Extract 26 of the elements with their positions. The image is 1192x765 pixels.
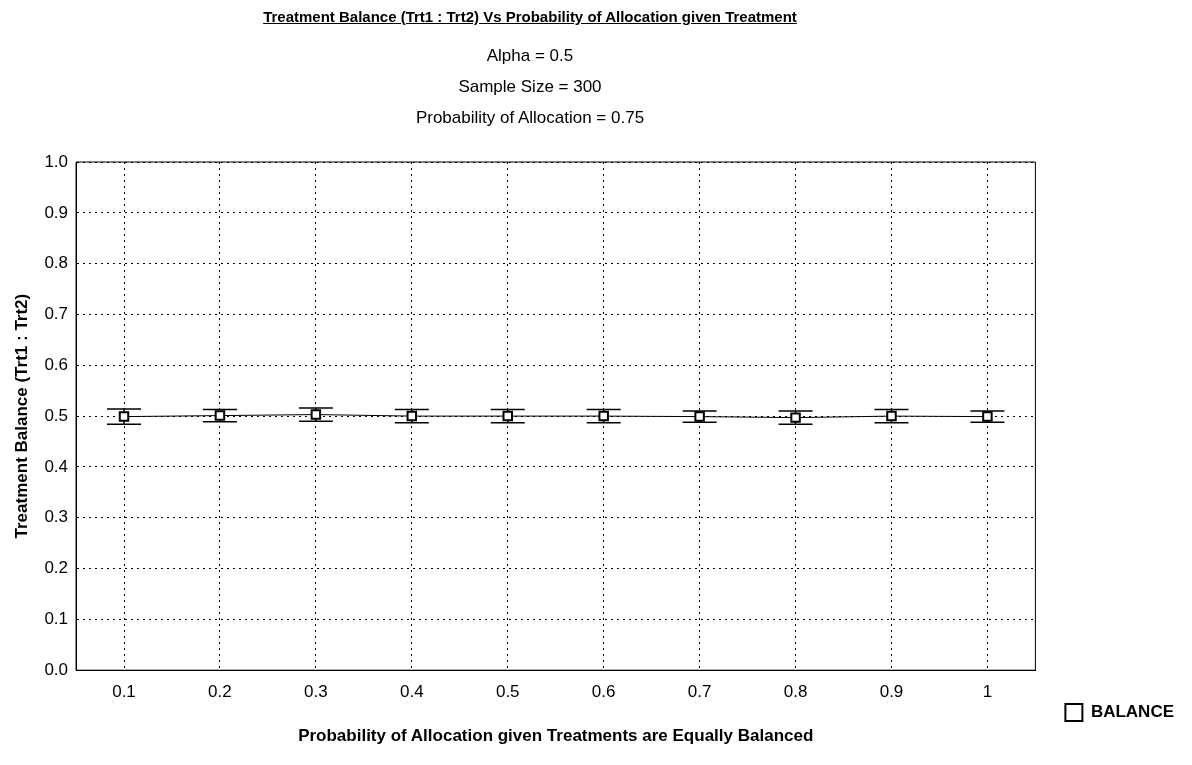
- y-tick-label: 1.0: [44, 151, 69, 171]
- y-tick-label: 0.8: [44, 253, 69, 273]
- x-tick-label: 0.2: [208, 682, 232, 702]
- y-tick-label: 0.5: [44, 405, 69, 425]
- x-tick-label: 1: [982, 682, 993, 702]
- y-tick-label: 0.2: [44, 558, 69, 578]
- y-tick-label: 0.6: [44, 354, 69, 374]
- x-tick-label: 0.7: [687, 682, 712, 702]
- y-tick-label: 0.0: [44, 659, 69, 679]
- x-tick-label: 0.1: [112, 682, 136, 702]
- x-axis-title: Probability of Allocation given Treatments are Equally Balanced: [298, 726, 814, 746]
- chart-title: Treatment Balance (Trt1 : Trt2) Vs Probability of Allocation given Treatment: [262, 8, 798, 25]
- x-tick-label: 0.9: [879, 682, 904, 702]
- y-axis-title: Treatment Balance (Trt1 : Trt2): [11, 293, 31, 539]
- y-tick-label: 0.1: [44, 609, 69, 629]
- y-tick-label: 0.7: [44, 304, 69, 324]
- x-tick-label: 0.3: [304, 682, 328, 702]
- legend-label: BALANCE: [1090, 702, 1174, 722]
- x-tick-label: 0.6: [591, 682, 616, 702]
- x-tick-label: 0.5: [495, 682, 520, 702]
- y-tick-label: 0.4: [44, 456, 69, 476]
- chart-subtitle: Alpha = 0.5 Sample Size = 300 Probability of Allocation = 0.75: [414, 45, 646, 129]
- x-tick-label: 0.4: [399, 682, 424, 702]
- y-tick-label: 0.9: [44, 202, 69, 222]
- x-tick-label: 0.8: [783, 682, 808, 702]
- y-tick-label: 0.3: [44, 507, 69, 527]
